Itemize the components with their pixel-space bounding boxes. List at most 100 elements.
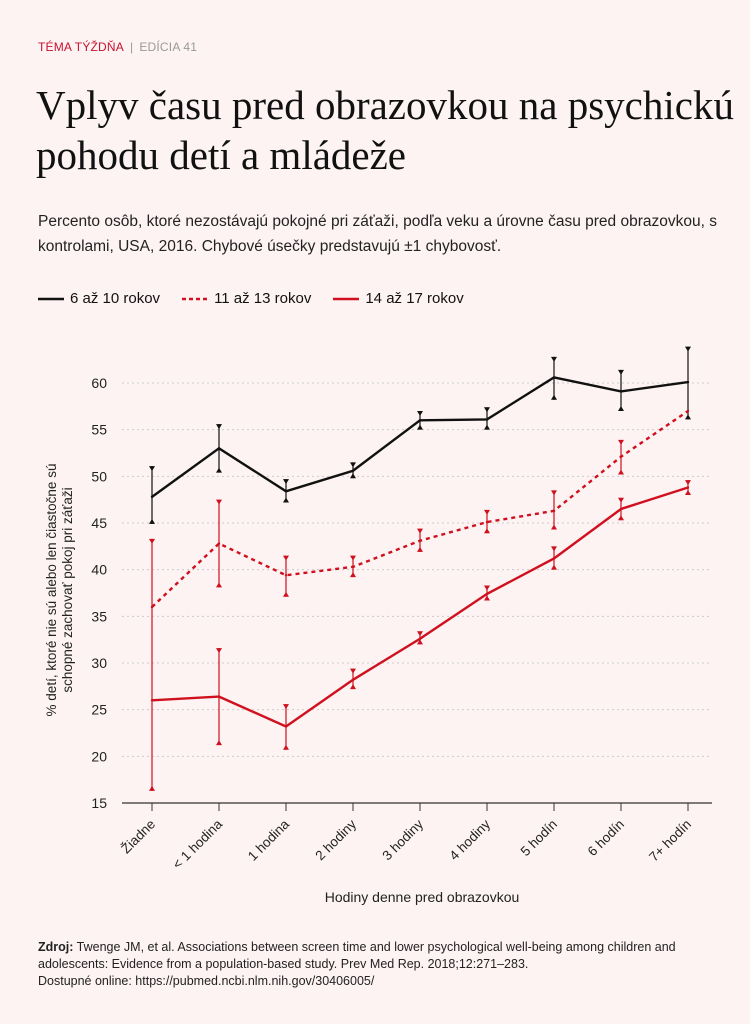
error-cap-top	[484, 585, 490, 591]
series-2	[149, 480, 691, 791]
error-cap-bottom	[283, 744, 289, 750]
legend-item-11-13: 11 až 13 rokov	[182, 290, 311, 307]
x-tick-label: 3 hodiny	[379, 816, 426, 863]
error-cap-bottom	[216, 582, 222, 588]
data-point	[284, 725, 288, 728]
error-cap-top	[283, 479, 289, 485]
legend-item-14-17: 14 až 17 rokov	[333, 290, 464, 307]
y-tick-label: 50	[91, 468, 107, 484]
error-cap-bottom	[417, 639, 423, 645]
error-cap-bottom	[283, 591, 289, 597]
error-cap-bottom	[149, 518, 155, 524]
source-note: Zdroj: Twenge JM, et al. Associations be…	[38, 939, 728, 990]
error-cap-bottom	[417, 424, 423, 430]
x-tick-label: 6 hodín	[585, 817, 627, 859]
data-point	[351, 565, 355, 569]
error-cap-bottom	[551, 394, 557, 400]
data-point	[351, 678, 355, 681]
error-cap-bottom	[350, 684, 356, 690]
error-cap-top	[618, 369, 624, 375]
data-point	[686, 380, 690, 384]
data-point	[284, 574, 288, 577]
y-tick-label: 45	[91, 515, 107, 531]
edition-label: EDÍCIA 41	[139, 40, 198, 54]
kicker-separator: |	[130, 40, 134, 54]
error-cap-bottom	[216, 467, 222, 473]
data-point	[485, 592, 489, 596]
source-online: Dostupné online: https://pubmed.ncbi.nlm…	[38, 974, 375, 988]
data-point	[217, 695, 221, 698]
data-point	[284, 490, 288, 493]
data-point	[217, 542, 221, 545]
legend-swatch-solid-black	[38, 297, 64, 300]
y-tick-label: 35	[91, 608, 107, 624]
subtitle: Percento osôb, ktoré nezostávajú pokojné…	[38, 213, 717, 255]
data-point	[552, 557, 556, 560]
page-title: Vplyv času pred obrazovkou na psychickú …	[36, 82, 734, 178]
error-cap-top	[283, 555, 289, 561]
y-tick-label: 25	[91, 702, 107, 718]
error-cap-bottom	[350, 473, 356, 479]
data-point	[485, 520, 489, 524]
x-axis-label: Hodiny denne pred obrazovkou	[325, 889, 520, 905]
error-cap-bottom	[685, 490, 691, 495]
error-cap-top	[149, 466, 155, 472]
y-tick-label: 40	[91, 562, 107, 578]
error-cap-top	[551, 546, 557, 552]
error-cap-top	[551, 490, 557, 496]
y-tick-label: 60	[91, 375, 107, 391]
error-cap-top	[350, 668, 356, 674]
data-point	[150, 699, 154, 702]
legend-label: 14 až 17 rokov	[365, 290, 464, 307]
y-tick-label: 30	[91, 655, 107, 671]
series-line	[151, 410, 689, 608]
data-point	[351, 469, 355, 472]
error-cap-bottom	[484, 424, 490, 430]
x-tick-label: 2 hodiny	[312, 816, 359, 863]
error-cap-top	[551, 356, 557, 362]
source-text: Twenge JM, et al. Associations between s…	[38, 940, 676, 971]
series-0	[149, 346, 691, 524]
error-cap-top	[484, 509, 490, 515]
legend-item-6-10: 6 až 10 rokov	[38, 290, 160, 307]
error-cap-top	[417, 411, 423, 416]
error-cap-bottom	[283, 497, 289, 503]
y-axis-label-line: % detí, ktoré nie sú alebo len čiastočne…	[44, 464, 59, 717]
data-point	[686, 486, 690, 489]
error-cap-top	[484, 407, 490, 413]
legend: 6 až 10 rokov 11 až 13 rokov 14 až 17 ro…	[38, 290, 464, 307]
kicker: TÉMA TÝŽDŇA | EDÍCIA 41	[38, 40, 197, 54]
error-cap-top	[350, 555, 356, 561]
error-cap-bottom	[350, 572, 356, 578]
error-cap-bottom	[216, 740, 222, 746]
error-cap-bottom	[618, 469, 624, 475]
error-cap-bottom	[551, 564, 557, 570]
error-cap-bottom	[618, 515, 624, 521]
legend-swatch-solid-red	[333, 297, 360, 300]
error-cap-top	[618, 497, 624, 503]
error-cap-top	[417, 631, 423, 637]
data-point	[552, 376, 556, 379]
error-cap-bottom	[551, 524, 557, 530]
error-cap-bottom	[484, 595, 490, 601]
data-point	[485, 418, 489, 421]
topic-label: TÉMA TÝŽDŇA	[38, 40, 124, 54]
x-tick-label: 5 hodín	[518, 817, 560, 859]
data-point	[418, 539, 422, 542]
data-point	[552, 509, 556, 513]
error-cap-top	[417, 528, 423, 534]
legend-label: 11 až 13 rokov	[214, 290, 312, 307]
data-point	[619, 390, 623, 393]
data-point	[619, 455, 623, 458]
data-point	[418, 419, 422, 422]
error-cap-top	[618, 439, 624, 445]
error-cap-top	[216, 648, 222, 654]
x-tick-label: 4 hodiny	[446, 816, 493, 863]
data-point	[418, 637, 422, 640]
data-point	[686, 409, 690, 413]
error-cap-bottom	[484, 528, 490, 534]
error-cap-bottom	[618, 406, 624, 411]
y-tick-label: 55	[91, 422, 107, 438]
y-tick-label: 20	[91, 748, 107, 764]
x-tick-label: 1 hodina	[245, 816, 293, 864]
